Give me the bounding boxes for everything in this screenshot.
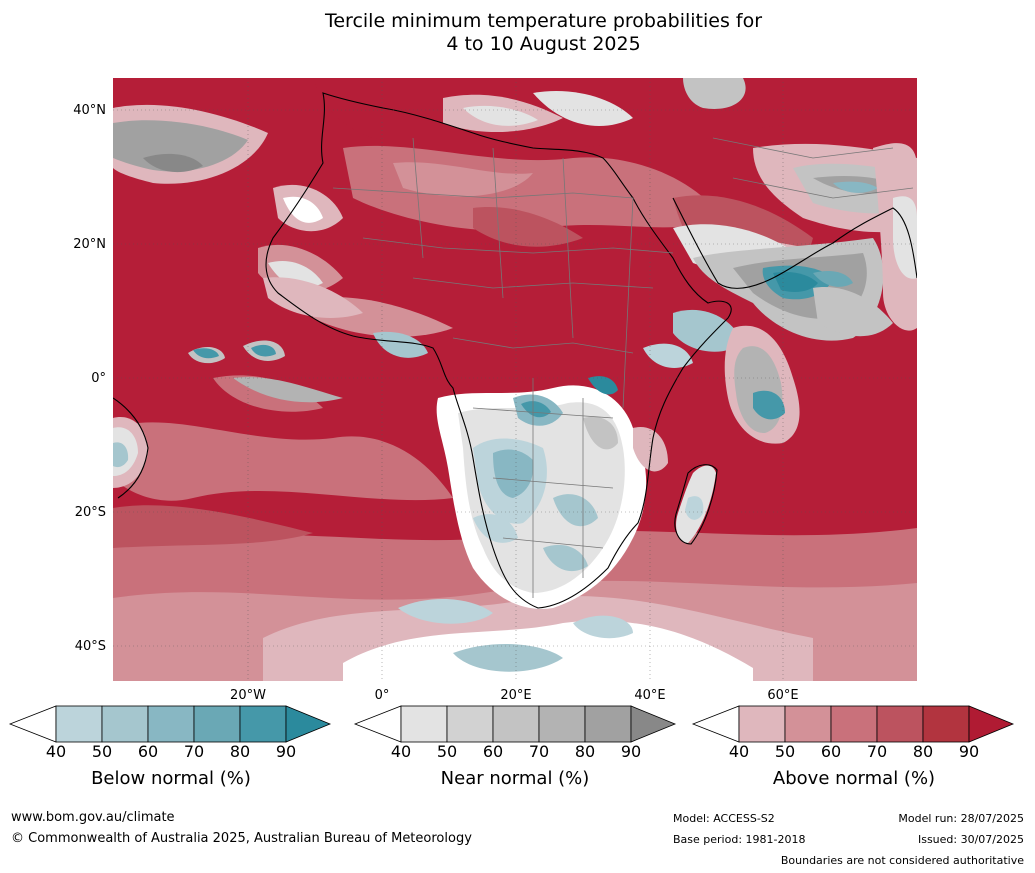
colorbar-above-segment xyxy=(968,705,1015,743)
colorbar-near-segment xyxy=(446,705,494,743)
colorbar-near-segment xyxy=(584,705,632,743)
colorbar-below-segment xyxy=(55,705,103,743)
map-title: Tercile minimum temperature probabilitie… xyxy=(0,10,1035,56)
colorbar-near-segment xyxy=(630,705,677,743)
lon-label-40e: 40°E xyxy=(634,688,666,703)
colorbar-near-segment xyxy=(400,705,448,743)
colorbar-above-tick: 80 xyxy=(912,742,934,761)
colorbar-near-segment xyxy=(353,705,402,743)
lat-label-40s: 40°S xyxy=(74,639,106,654)
colorbar-above-tick: 50 xyxy=(774,742,796,761)
colorbar-below-segment xyxy=(193,705,241,743)
footer-url[interactable]: www.bom.gov.au/climate xyxy=(11,810,175,825)
colorbar-below-tick: 80 xyxy=(229,742,251,761)
probability-map-svg xyxy=(113,78,917,681)
colorbar-near-tick: 60 xyxy=(482,742,504,761)
colorbar-below-tick: 60 xyxy=(137,742,159,761)
colorbar-above-svg xyxy=(691,705,1015,743)
map-title-line1: Tercile minimum temperature probabilitie… xyxy=(324,10,763,32)
colorbar-below xyxy=(8,705,332,743)
colorbar-above-segment xyxy=(738,705,786,743)
colorbar-below-tick: 90 xyxy=(275,742,297,761)
colorbar-near-tick: 70 xyxy=(528,742,550,761)
colorbar-above-tick: 60 xyxy=(820,742,842,761)
footer-issued: Issued: 30/07/2025 xyxy=(917,833,1024,846)
colorbar-below-tick: 40 xyxy=(45,742,67,761)
lon-label-0: 0° xyxy=(374,688,390,703)
colorbar-below-tick: 70 xyxy=(183,742,205,761)
colorbar-near-tick: 90 xyxy=(620,742,642,761)
colorbar-below-segment xyxy=(101,705,149,743)
colorbar-near-title: Near normal (%) xyxy=(440,768,590,789)
colorbar-near-svg xyxy=(353,705,677,743)
colorbar-above-segment xyxy=(830,705,878,743)
lon-label-60e: 60°E xyxy=(767,688,799,703)
lat-label-40n: 40°N xyxy=(73,103,106,118)
colorbar-near-segment xyxy=(492,705,540,743)
colorbar-below-title: Below normal (%) xyxy=(91,768,251,789)
colorbar-above-title: Above normal (%) xyxy=(772,768,936,789)
lon-label-20e: 20°E xyxy=(500,688,532,703)
colorbar-below-segment xyxy=(239,705,287,743)
colorbar-near-tick: 50 xyxy=(436,742,458,761)
footer-model-run: Model run: 28/07/2025 xyxy=(898,812,1024,825)
colorbar-above-segment xyxy=(784,705,832,743)
colorbar-above-segment xyxy=(876,705,924,743)
lat-label-20s: 20°S xyxy=(74,505,106,520)
colorbar-near-tick: 80 xyxy=(574,742,596,761)
colorbar-above-segment xyxy=(922,705,970,743)
colorbar-above-segment xyxy=(691,705,740,743)
colorbar-near-tick: 40 xyxy=(390,742,412,761)
colorbar-below-segment xyxy=(8,705,57,743)
colorbar-above-tick: 70 xyxy=(866,742,888,761)
colorbar-near-segment xyxy=(538,705,586,743)
coastlines xyxy=(113,92,917,609)
colorbar-below-tick: 50 xyxy=(91,742,113,761)
colorbar-near xyxy=(353,705,677,743)
colorbar-above-tick: 90 xyxy=(958,742,980,761)
colorbar-below-segment xyxy=(285,705,332,743)
colorbar-above-tick: 40 xyxy=(728,742,750,761)
footer-boundaries-note: Boundaries are not considered authoritat… xyxy=(780,854,1024,867)
colorbar-below-segment xyxy=(147,705,195,743)
colorbar-below-svg xyxy=(8,705,332,743)
colorbar-above xyxy=(691,705,1015,743)
country-borders xyxy=(332,137,914,598)
lat-label-20n: 20°N xyxy=(73,237,106,252)
map-title-line2: 4 to 10 August 2025 xyxy=(446,33,641,55)
graticule xyxy=(113,78,917,681)
footer-copyright: © Commonwealth of Australia 2025, Austra… xyxy=(11,831,472,846)
probability-map xyxy=(113,78,917,681)
footer-base-period: Base period: 1981-2018 xyxy=(673,833,806,846)
lat-label-0: 0° xyxy=(91,371,106,386)
footer-model: Model: ACCESS-S2 xyxy=(673,812,775,825)
lon-label-20w: 20°W xyxy=(230,688,266,703)
